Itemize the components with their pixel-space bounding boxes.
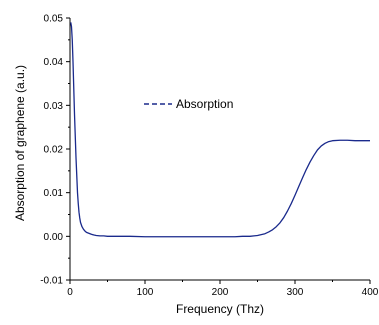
- y-tick-label: 0.03: [44, 101, 64, 112]
- series-line-absorption: [70, 22, 370, 238]
- x-tick-label: 100: [137, 287, 154, 298]
- y-tick-label: 0.02: [44, 145, 64, 156]
- y-axis-title: Absorption of graphene (a.u.): [13, 65, 27, 221]
- x-axis-title: Frequency (Thz): [176, 302, 264, 316]
- y-tick-label: 0.04: [44, 57, 64, 68]
- y-tick-label: 0.00: [44, 232, 64, 243]
- x-tick-label: 200: [212, 287, 229, 298]
- y-tick-label: 0.05: [44, 14, 64, 25]
- y-tick-label: 0.01: [44, 188, 64, 199]
- x-tick-label: 0: [67, 287, 73, 298]
- y-tick-label: -0.01: [40, 276, 63, 287]
- legend: Absorption: [144, 97, 233, 111]
- axes-layer: -0.01 0.00 0.01 0.02 0.03 0.04 0.05 0 100 200 300 4…: [40, 14, 379, 299]
- x-tick-label: 400: [362, 287, 379, 298]
- series-layer: [70, 22, 370, 238]
- x-tick-label: 300: [287, 287, 304, 298]
- legend-label-absorption: Absorption: [176, 97, 233, 111]
